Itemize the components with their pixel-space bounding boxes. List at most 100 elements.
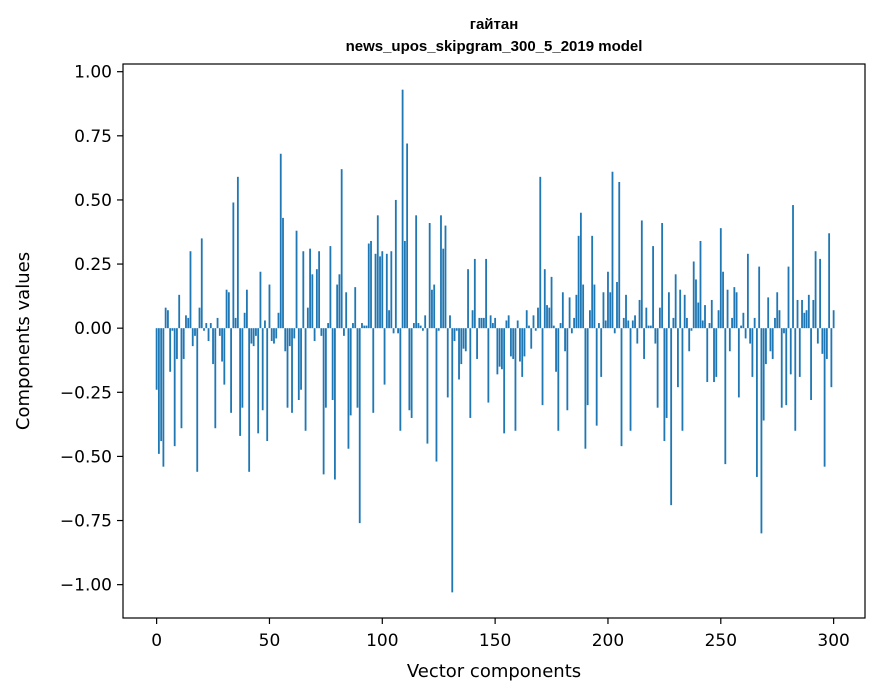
bar-242 — [701, 320, 704, 329]
bar-56 — [282, 217, 284, 329]
bar-53 — [275, 328, 278, 339]
bar-189 — [582, 284, 585, 329]
bar-84 — [345, 292, 348, 329]
bar-246 — [710, 299, 713, 329]
bar-203 — [613, 328, 616, 334]
y-tick-label: 0.50 — [74, 191, 112, 211]
bar-167 — [532, 315, 535, 329]
bar-181 — [564, 328, 566, 352]
bar-42 — [250, 328, 253, 344]
bar-290 — [810, 328, 812, 400]
bar-89 — [356, 328, 359, 408]
bar-202 — [611, 171, 614, 329]
bar-244 — [706, 328, 709, 383]
bar-233 — [681, 328, 684, 431]
bar-133 — [455, 328, 458, 331]
bar-60 — [291, 328, 293, 413]
bar-173 — [546, 305, 548, 329]
bar-118 — [422, 328, 424, 331]
bar-199 — [604, 320, 607, 329]
bar-106 — [394, 199, 397, 329]
bar-64 — [300, 328, 302, 390]
y-tick-label: −0.25 — [60, 383, 112, 403]
bar-284 — [796, 299, 799, 329]
bar-102 — [385, 253, 388, 329]
bar-261 — [744, 328, 747, 339]
bar-128 — [444, 225, 447, 329]
bar-225 — [663, 328, 666, 442]
bar-164 — [525, 310, 528, 329]
bar-39 — [243, 312, 246, 329]
bar-91 — [361, 323, 363, 329]
x-tick-label: 100 — [366, 631, 398, 651]
bar-111 — [406, 143, 409, 329]
bar-191 — [586, 328, 589, 406]
bar-149 — [491, 323, 494, 329]
bar-174 — [548, 307, 551, 329]
x-axis-label: Vector components — [407, 661, 581, 682]
bar-263 — [749, 328, 752, 344]
bar-226 — [665, 328, 668, 418]
bar-180 — [561, 292, 564, 329]
bar-270 — [765, 328, 767, 365]
bar-230 — [674, 274, 677, 329]
bar-18 — [196, 328, 199, 472]
bar-17 — [194, 328, 196, 336]
bar-77 — [329, 246, 332, 329]
bar-21 — [203, 328, 205, 331]
bars-layer — [155, 89, 835, 593]
bar-75 — [324, 328, 327, 408]
bar-272 — [769, 328, 772, 352]
bar-186 — [575, 294, 578, 329]
bar-33 — [230, 328, 232, 413]
bar-188 — [579, 212, 582, 329]
bar-134 — [458, 328, 460, 380]
bar-194 — [593, 284, 596, 329]
bar-110 — [403, 240, 406, 329]
bar-291 — [812, 299, 815, 329]
bar-211 — [631, 320, 634, 329]
x-tick-label: 250 — [705, 631, 737, 651]
bar-32 — [227, 292, 230, 329]
bar-9 — [176, 328, 178, 359]
bar-218 — [647, 325, 650, 329]
bar-68 — [309, 248, 311, 329]
bar-165 — [528, 325, 530, 329]
bar-187 — [577, 235, 580, 329]
bar-121 — [428, 223, 431, 329]
bar-14 — [187, 317, 190, 329]
bar-11 — [180, 328, 183, 429]
bar-117 — [419, 325, 422, 329]
bar-264 — [751, 328, 754, 377]
bar-238 — [692, 261, 695, 329]
bar-108 — [399, 328, 402, 431]
bar-131 — [451, 328, 454, 593]
bar-228 — [670, 328, 673, 506]
bar-169 — [537, 307, 539, 329]
bar-247 — [713, 328, 715, 383]
bar-58 — [286, 328, 289, 408]
bar-52 — [273, 328, 275, 344]
bar-229 — [672, 317, 675, 329]
bar-204 — [616, 282, 618, 329]
bar-129 — [446, 328, 449, 398]
bar-50 — [268, 284, 271, 329]
bar-184 — [570, 328, 573, 334]
bar-90 — [358, 328, 361, 524]
bar-266 — [756, 328, 758, 477]
bar-195 — [595, 328, 598, 426]
y-tick-label: 0.75 — [74, 127, 112, 147]
bar-221 — [654, 328, 657, 344]
bar-201 — [609, 292, 612, 329]
bar-36 — [236, 176, 239, 329]
bar-220 — [652, 246, 654, 329]
bar-296 — [823, 328, 826, 467]
bar-154 — [503, 328, 506, 434]
bar-159 — [514, 328, 517, 431]
bar-161 — [519, 328, 521, 362]
y-tick-label: −1.00 — [60, 576, 112, 596]
bar-214 — [638, 299, 641, 329]
bar-65 — [302, 251, 305, 329]
bar-43 — [252, 328, 255, 347]
bar-41 — [248, 328, 251, 472]
